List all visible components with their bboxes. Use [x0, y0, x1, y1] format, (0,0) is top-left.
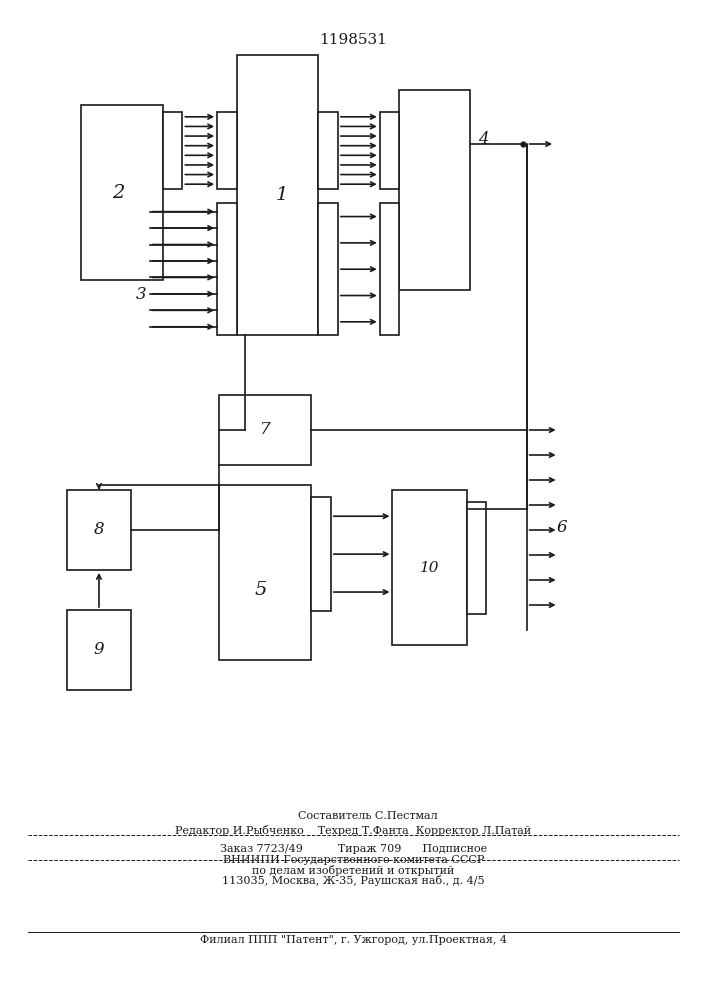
Bar — [237, 55, 318, 335]
Bar — [217, 112, 237, 189]
Bar — [81, 105, 163, 280]
Bar — [67, 490, 131, 570]
Bar — [318, 112, 338, 189]
Bar — [467, 502, 486, 614]
Bar — [219, 395, 311, 465]
Bar — [380, 203, 399, 335]
Bar — [219, 485, 311, 660]
Text: 2: 2 — [112, 184, 124, 202]
Text: 3: 3 — [136, 286, 147, 303]
Bar — [392, 490, 467, 645]
Bar — [67, 610, 131, 690]
Text: 6: 6 — [556, 519, 568, 536]
Text: 1198531: 1198531 — [320, 33, 387, 47]
Text: 7: 7 — [259, 421, 271, 438]
Bar — [380, 112, 399, 189]
Bar — [311, 497, 331, 611]
Bar — [318, 203, 338, 335]
Text: ВНИИПИ Государственного комитета СССР: ВНИИПИ Государственного комитета СССР — [223, 855, 484, 865]
Text: 9: 9 — [93, 642, 105, 658]
Text: Составитель С.Пестмал: Составитель С.Пестмал — [298, 811, 438, 821]
Text: 10: 10 — [420, 560, 439, 574]
Text: 1: 1 — [275, 186, 288, 204]
Bar — [217, 203, 237, 335]
Text: Заказ 7723/49          Тираж 709      Подписное: Заказ 7723/49 Тираж 709 Подписное — [220, 844, 487, 854]
Text: 4: 4 — [477, 131, 489, 148]
Text: 113035, Москва, Ж-35, Раушская наб., д. 4/5: 113035, Москва, Ж-35, Раушская наб., д. … — [222, 874, 485, 886]
Bar — [163, 112, 182, 189]
Text: 5: 5 — [255, 581, 267, 599]
Text: 8: 8 — [93, 522, 105, 538]
Text: Филиал ППП "Патент", г. Ужгород, ул.Проектная, 4: Филиал ППП "Патент", г. Ужгород, ул.Прое… — [200, 935, 507, 945]
Text: по делам изобретений и открытий: по делам изобретений и открытий — [252, 864, 455, 876]
Bar — [399, 90, 470, 290]
Text: Редактор И.Рыбченко    Техред Т.Фанта  Корректор Л.Патай: Редактор И.Рыбченко Техред Т.Фанта Корре… — [175, 824, 532, 836]
